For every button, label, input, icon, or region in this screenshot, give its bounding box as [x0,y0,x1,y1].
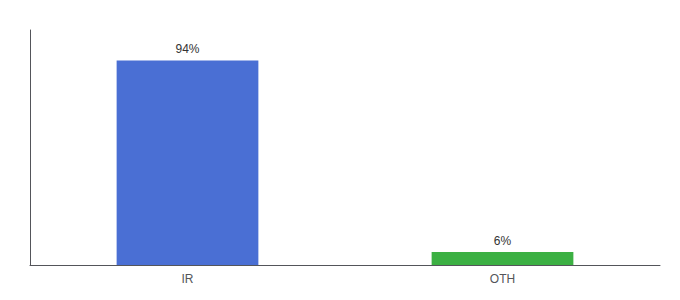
svg-text:OTH: OTH [490,272,515,286]
svg-text:IR: IR [182,272,194,286]
svg-text:94%: 94% [175,42,199,56]
svg-text:6%: 6% [494,234,512,248]
